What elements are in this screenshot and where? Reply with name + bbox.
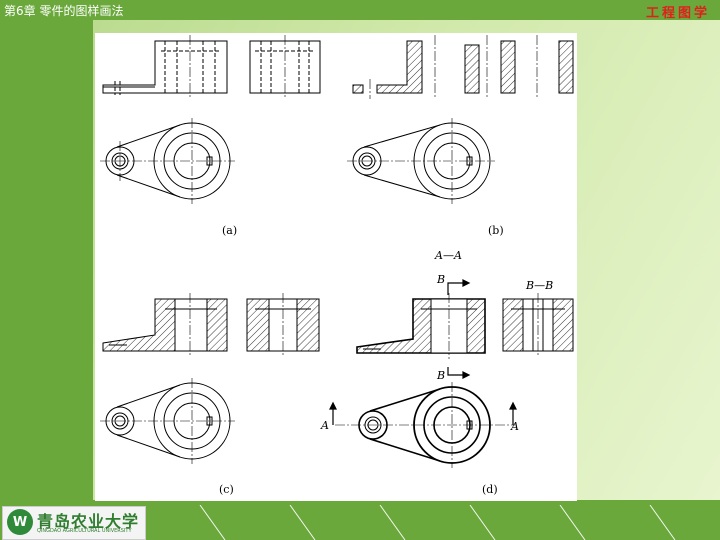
- course-title: 工程图学: [645, 6, 710, 21]
- section-label-aa: A—A: [434, 249, 462, 262]
- left-band: [0, 0, 93, 510]
- cut-letter-b-bottom: B: [436, 369, 445, 382]
- university-emblem-icon: W: [7, 509, 33, 535]
- view-c-top: [100, 378, 235, 464]
- view-b-front: [352, 35, 436, 99]
- cut-letter-b-top: B: [436, 273, 445, 286]
- view-b-top: [347, 118, 495, 204]
- view-d-top: [335, 382, 515, 468]
- view-c-side: [246, 293, 320, 357]
- section-label-bb: B—B: [525, 279, 553, 292]
- view-a-top: [100, 118, 235, 204]
- view-d-front: [356, 293, 486, 359]
- view-a-side: [249, 35, 321, 99]
- view-b-side: [464, 35, 574, 99]
- cut-arrows: [329, 279, 517, 425]
- view-a-front: [102, 35, 228, 99]
- university-name-en: QINGDAO AGRICULTURAL UNIVERSITY: [37, 528, 132, 534]
- footer-decoration: [199, 505, 676, 540]
- view-c-front: [102, 293, 228, 357]
- label-d: (d): [482, 483, 498, 496]
- figure-panel: (a) (b) (c) (d) A—A B—B B B A A: [95, 33, 577, 501]
- chapter-title: 第6章 零件的图样画法: [4, 4, 124, 18]
- engineering-drawing: (a) (b) (c) (d) A—A B—B B B A A: [100, 35, 574, 496]
- cut-letter-a-right: A: [510, 420, 519, 433]
- view-d-side: [502, 293, 574, 357]
- university-name: 青岛农业大学: [37, 512, 140, 531]
- label-c: (c): [219, 483, 234, 496]
- cut-letter-a-left: A: [320, 419, 329, 432]
- university-logo: W 青岛农业大学 QINGDAO AGRICULTURAL UNIVERSITY: [2, 506, 146, 540]
- label-a: (a): [222, 224, 237, 237]
- label-b: (b): [488, 224, 504, 237]
- top-band: [0, 0, 720, 20]
